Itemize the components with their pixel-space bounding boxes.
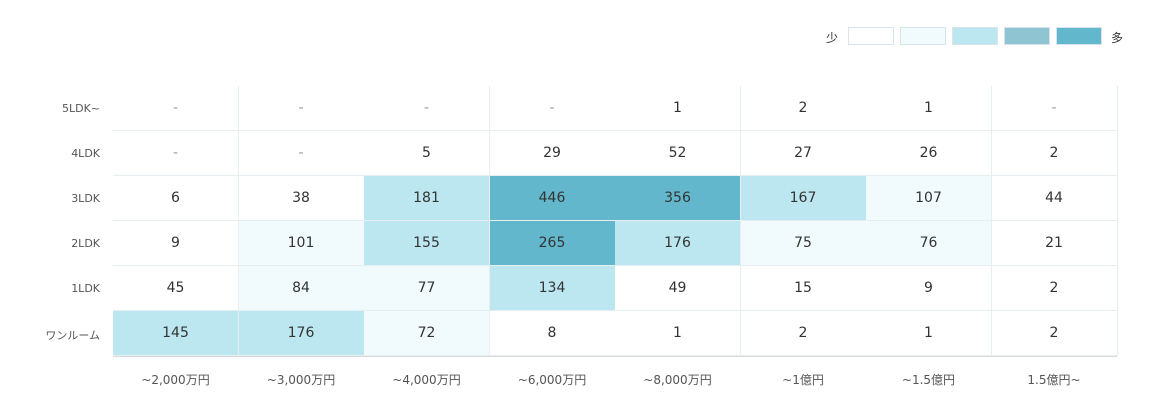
heatmap-cell: 1 [866,311,992,356]
heatmap-cell: - [991,86,1118,131]
y-tick-label: 3LDK [71,192,100,205]
x-tick-label: ~2,000万円 [141,373,210,387]
legend-swatch-1 [900,27,946,45]
legend-low-label: 少 [826,31,839,45]
x-tick-label: ~6,000万円 [517,373,587,387]
y-tick-label: 2LDK [71,237,100,250]
heatmap-cell: - [238,131,365,176]
heatmap-cell: 181 [364,176,490,221]
heatmap-cell: 2 [991,131,1118,176]
heatmap-cell: 84 [238,266,365,311]
heatmap-cell: 446 [489,176,616,221]
heatmap-cell: 21 [991,221,1118,266]
heatmap-cell: 101 [238,221,365,266]
heatmap-cell: 5 [364,131,490,176]
y-tick-label: ワンルーム [45,329,100,342]
y-tick-label: 1LDK [71,282,100,295]
x-tick-label: ~1億円 [782,373,824,387]
heatmap-cell: 27 [740,131,867,176]
heatmap-cell: 29 [489,131,616,176]
heatmap-cell: 356 [615,176,741,221]
heatmap-cell: 2 [991,311,1118,356]
y-tick-label: 4LDK [71,147,100,160]
heatmap-cell: 9 [866,266,992,311]
y-tick-label: 5LDK~ [61,102,100,115]
heatmap-cell: 38 [238,176,365,221]
heatmap-cell: 2 [991,266,1118,311]
heatmap-cell: 8 [489,311,616,356]
heatmap-cell: 72 [364,311,490,356]
x-tick-label: 1.5億円~ [1027,373,1081,387]
legend-swatch-0 [848,27,894,45]
heatmap-cell: 52 [615,131,741,176]
heatmap-cell: 45 [113,266,239,311]
heatmap-cell: 76 [866,221,992,266]
heatmap-cell: 77 [364,266,490,311]
heatmap-cell: 155 [364,221,490,266]
heatmap-cell: 145 [113,311,239,356]
heatmap-cell: 9 [113,221,239,266]
legend-swatch-4 [1056,27,1102,45]
x-tick-label: ~4,000万円 [392,373,461,387]
heatmap-cell: - [113,131,239,176]
heatmap-cell: 134 [489,266,616,311]
heatmap-cell: 1 [866,86,992,131]
heatmap-cell: 2 [740,311,867,356]
heatmap-cell: - [238,86,365,131]
heatmap-cell: 2 [740,86,867,131]
heatmap-cell: 176 [615,221,741,266]
heatmap-cell: 176 [238,311,365,356]
x-tick-label: ~1.5億円 [901,373,956,387]
heatmap-cell: 107 [866,176,992,221]
heatmap-cell: 265 [489,221,616,266]
heatmap-cell: 167 [740,176,867,221]
heatmap-cell: 6 [113,176,239,221]
x-axis-line [113,356,1117,357]
heatmap-cell: 44 [991,176,1118,221]
heatmap-cell: 75 [740,221,867,266]
heatmap-cell: 15 [740,266,867,311]
heatmap-cell: 1 [615,86,741,131]
heatmap-cell: - [489,86,616,131]
legend-high-label: 多 [1111,31,1124,45]
legend-swatch-2 [952,27,998,45]
x-tick-label: ~3,000万円 [266,373,336,387]
heatmap-cell: - [364,86,490,131]
heatmap-cell: 26 [866,131,992,176]
heatmap-cell: - [113,86,239,131]
heatmap-cell: 49 [615,266,741,311]
heatmap-cell: 1 [615,311,741,356]
legend-swatch-3 [1004,27,1050,45]
x-tick-label: ~8,000万円 [643,373,712,387]
